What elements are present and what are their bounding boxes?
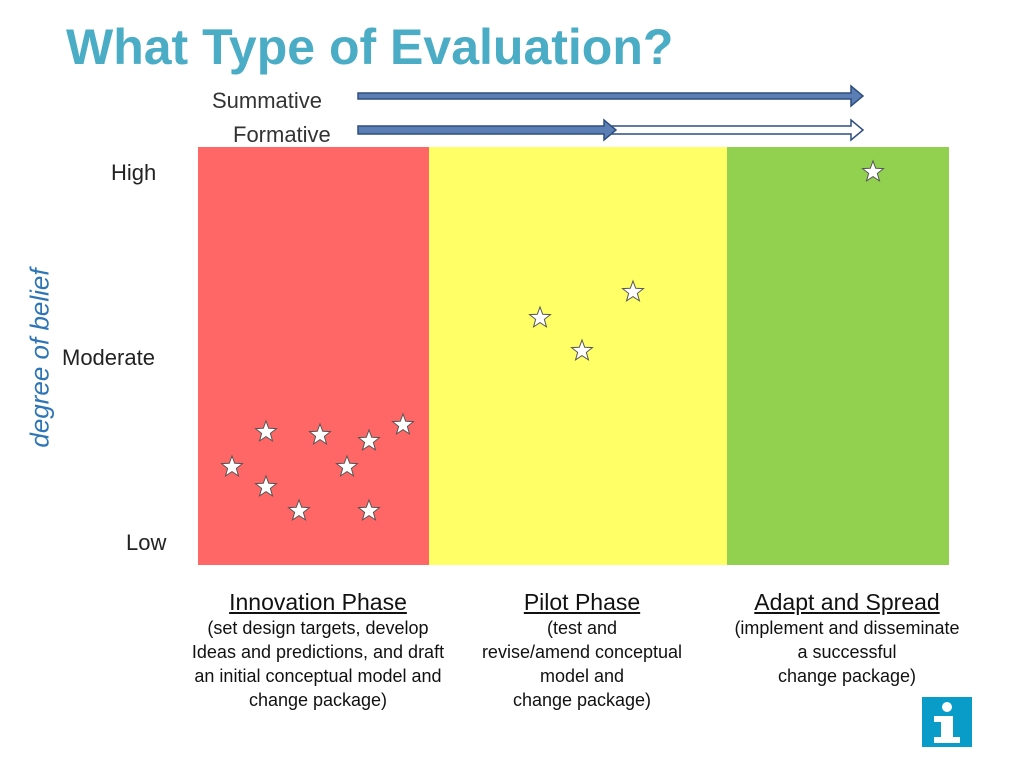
info-logo-icon	[922, 697, 972, 747]
star-icon	[391, 412, 415, 436]
summative-label: Summative	[212, 88, 323, 113]
star-icon	[308, 422, 332, 446]
adapt-desc-line: a successful	[797, 642, 897, 662]
star-icon	[254, 474, 278, 498]
star-icon	[528, 305, 552, 329]
innovation-phase-area	[198, 147, 429, 565]
adapt-spread-phase-description: Adapt and Spread (implement and dissemin…	[717, 588, 977, 688]
pilot-phase-description: Pilot Phase (test and revise/amend conce…	[467, 588, 697, 712]
adapt-desc-line: change package)	[777, 666, 917, 686]
formative-label: Formative	[233, 122, 331, 147]
innovation-desc-line: Ideas and predictions, and draft	[191, 642, 445, 662]
pilot-desc-line: model and	[539, 666, 625, 686]
stars-group	[220, 159, 885, 522]
adapt-spread-phase-name: Adapt and Spread	[754, 589, 940, 615]
star-icon	[621, 279, 645, 303]
star-icon	[570, 338, 594, 362]
innovation-desc-line: an initial conceptual model and	[194, 666, 442, 686]
pilot-desc-line: (test and	[546, 618, 618, 638]
innovation-desc-line: change package)	[248, 690, 388, 710]
star-icon	[357, 428, 381, 452]
innovation-desc-line: (set design targets, develop	[207, 618, 429, 638]
innovation-phase-description: Innovation Phase (set design targets, de…	[170, 588, 466, 712]
pilot-desc-line: revise/amend conceptual	[481, 642, 683, 662]
innovation-phase-name: Innovation Phase	[229, 589, 407, 615]
adapt-spread-phase-area	[727, 147, 949, 565]
adapt-desc-line: (implement and disseminate	[734, 618, 960, 638]
star-icon	[254, 419, 278, 443]
star-icon	[220, 454, 244, 478]
star-icon	[287, 498, 311, 522]
pilot-desc-line: change package)	[512, 690, 652, 710]
star-icon	[861, 159, 885, 183]
level-high-label: High	[111, 160, 157, 185]
summative-arrow	[357, 84, 865, 108]
star-icon	[335, 454, 359, 478]
star-icon	[357, 498, 381, 522]
pilot-phase-name: Pilot Phase	[523, 589, 641, 615]
page-title: What Type of Evaluation?	[66, 19, 674, 75]
level-low-label: Low	[126, 530, 167, 555]
level-moderate-label: Moderate	[62, 345, 155, 370]
formative-arrow	[357, 118, 865, 142]
